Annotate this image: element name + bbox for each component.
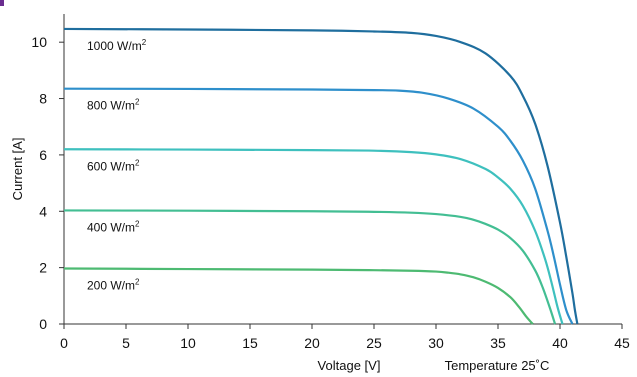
series-label: 600 W/m2 [87,158,140,173]
series-line [63,267,534,325]
x-tick-label: 45 [614,335,630,351]
x-ticks: 0 5 10 15 20 25 30 35 40 45 [60,324,630,351]
series-line [63,87,574,325]
series-labels: 1000 W/m2 800 W/m2 600 W/m2 400 W/m2 200 W/m… [87,38,147,293]
y-tick-label: 4 [39,203,47,219]
x-tick-label: 5 [122,335,130,351]
series-line [63,209,557,325]
y-axis-title: Current [A] [10,138,25,201]
y-tick-label: 0 [39,316,47,332]
x-tick-label: 30 [428,335,444,351]
x-tick-label: 35 [490,335,506,351]
y-tick-label: 10 [31,34,47,50]
x-tick-label: 20 [304,335,320,351]
x-tick-label: 40 [552,335,568,351]
y-tick-label: 6 [39,147,47,163]
axes [63,14,622,325]
x-tick-label: 15 [242,335,258,351]
temperature-annotation: Temperature 25˚C [445,358,550,373]
x-tick-label: 25 [366,335,382,351]
series-line [63,27,579,325]
x-axis-title: Voltage [V] [318,358,381,373]
series-line [63,148,564,325]
series-label: 200 W/m2 [87,277,140,292]
series-label: 800 W/m2 [87,98,140,113]
series-lines [63,27,579,325]
x-tick-label: 10 [180,335,196,351]
x-tick-label: 0 [60,335,68,351]
y-tick-label: 2 [39,260,47,276]
corner-accent [0,0,4,6]
y-ticks: 0 2 4 6 8 10 [31,34,64,332]
series-label: 400 W/m2 [87,219,140,234]
y-tick-label: 8 [39,91,47,107]
series-label: 1000 W/m2 [87,38,147,53]
